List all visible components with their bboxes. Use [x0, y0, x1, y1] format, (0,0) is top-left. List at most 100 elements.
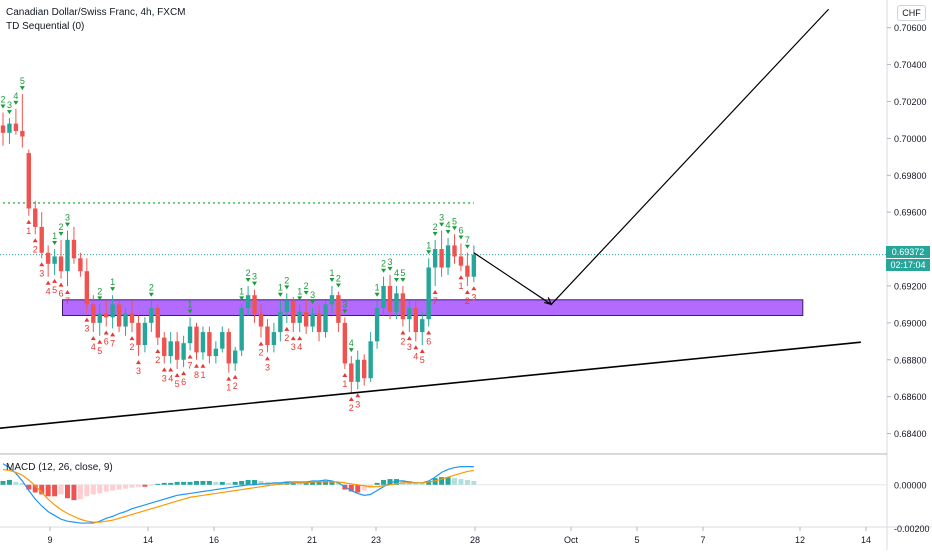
td-up-arrow	[393, 277, 399, 282]
candle-body	[207, 332, 212, 357]
td-up-count: 4	[13, 91, 18, 101]
td-down-arrow	[284, 326, 290, 331]
price-tick-label: 0.69200	[894, 281, 927, 291]
price-tick-label: 0.69600	[894, 208, 927, 218]
macd-hist-bar	[426, 480, 432, 485]
td-down-count: 7	[188, 361, 193, 371]
td-up-arrow	[52, 241, 58, 246]
candle-body	[129, 313, 135, 323]
td-down-arrow	[45, 280, 51, 285]
td-down-arrow	[355, 393, 361, 398]
macd-hist-bar	[252, 480, 258, 485]
td-up-arrow	[245, 277, 251, 282]
macd-pane: 0.00000 -0.00200	[0, 463, 930, 534]
td-down-arrow	[348, 396, 354, 401]
time-tick-label: 23	[371, 535, 381, 545]
candle-body	[362, 359, 367, 379]
td-up-arrow	[432, 231, 438, 236]
macd-hist-bar	[110, 484, 116, 491]
candle-body	[342, 322, 348, 364]
td-down-arrow	[58, 282, 64, 287]
td-up-count: 5	[20, 76, 25, 86]
td-down-count: 3	[355, 399, 360, 409]
td-up-count: 2	[97, 286, 102, 296]
td-down-arrow	[161, 367, 167, 372]
td-up-arrow	[381, 268, 387, 273]
candle-body	[278, 311, 283, 333]
candle-body	[33, 208, 38, 227]
td-down-arrow	[426, 330, 432, 335]
td-up-count: 3	[310, 290, 315, 300]
td-up-arrow	[439, 222, 445, 227]
candle-body	[20, 130, 25, 137]
td-up-arrow	[426, 250, 432, 255]
td-down-count: 3	[407, 342, 412, 352]
currency-button[interactable]: CHF	[897, 5, 926, 21]
macd-hist-bar	[200, 480, 206, 485]
time-tick-label: 28	[470, 535, 480, 545]
td-down-arrow	[155, 348, 161, 353]
td-up-arrow	[297, 296, 303, 301]
candle-body	[400, 293, 406, 320]
candle-body	[168, 341, 173, 357]
macd-hist-bar	[194, 480, 199, 485]
td-down-count: 5	[97, 346, 102, 356]
macd-hist-bar	[355, 484, 361, 493]
macd-title: MACD (12, 26, close, 9)	[6, 462, 113, 473]
candle-body	[413, 308, 418, 333]
td-down-arrow	[290, 336, 296, 341]
macd-hist-bar	[135, 484, 141, 487]
td-down-arrow	[26, 219, 32, 224]
td-down-arrow	[458, 275, 464, 280]
candle-body	[445, 245, 451, 268]
macd-hist-bar	[103, 484, 109, 492]
td-up-arrow	[239, 296, 245, 301]
td-down-arrow	[65, 289, 70, 294]
td-up-arrow	[387, 266, 393, 271]
td-down-arrow	[194, 363, 199, 368]
td-down-count: 3	[162, 373, 167, 383]
td-up-arrow	[445, 229, 451, 234]
td-down-count: 7	[110, 338, 115, 348]
macd-line	[2, 463, 474, 524]
time-tick-label: 7	[700, 535, 705, 545]
td-up-arrow	[58, 231, 64, 236]
td-up-count: 2	[0, 95, 5, 105]
macd-hist-bar	[155, 483, 161, 485]
macd-hist-bar	[84, 484, 90, 497]
macd-hist-bar	[0, 480, 6, 485]
td-up-count: 7	[465, 235, 470, 245]
td-down-arrow	[110, 332, 116, 337]
ascending-trendline	[0, 341, 861, 430]
candle-body	[407, 308, 412, 320]
td-down-count: 2	[233, 381, 238, 391]
candle-body	[245, 295, 251, 309]
macd-hist-bar	[97, 484, 103, 494]
td-up-arrow	[0, 104, 6, 109]
macd-hist-bar	[226, 482, 232, 485]
macd-hist-bar	[45, 484, 51, 497]
td-down-arrow	[264, 356, 270, 361]
macd-hist-bar	[123, 484, 129, 489]
td-down-arrow	[342, 372, 348, 377]
time-tick-label: 9	[47, 535, 52, 545]
td-down-count: 4	[413, 351, 418, 361]
symbol-title: Canadian Dollar/Swiss Franc, 4h, FXCM	[6, 7, 186, 18]
candle-body	[52, 256, 57, 264]
macd-hist-bar	[32, 484, 38, 493]
macd-hist-bar	[323, 480, 328, 485]
candle-body	[233, 350, 238, 364]
candle-body	[194, 326, 199, 353]
macd-hist-bar	[348, 484, 354, 492]
td-up-count: 1	[375, 283, 380, 293]
td-down-count: 2	[349, 403, 354, 413]
td-down-arrow	[174, 372, 180, 377]
candle-body	[420, 319, 425, 333]
price-tick-label: 0.68400	[894, 429, 927, 439]
candle-body	[174, 341, 180, 360]
candle-body	[0, 125, 6, 133]
td-down-count: 4	[168, 373, 173, 383]
